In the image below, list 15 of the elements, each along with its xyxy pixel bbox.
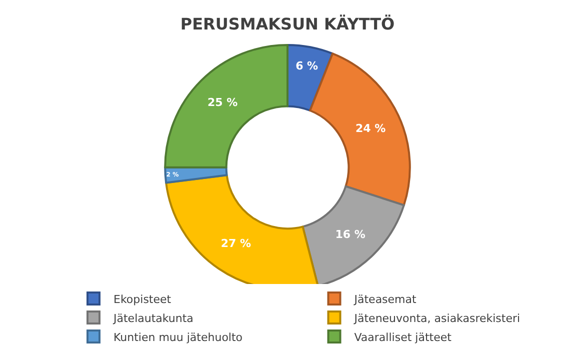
data-label: 16 % — [335, 228, 366, 241]
legend-label: Kuntien muu jätehuolto — [114, 330, 243, 344]
data-label: 25 % — [208, 96, 238, 109]
data-label: 6 % — [296, 60, 318, 73]
donut-slice — [164, 44, 288, 168]
legend-label: Ekopisteet — [114, 292, 172, 306]
legend-label: Vaaralliset jätteet — [354, 330, 452, 344]
chart-title: PERUSMAKSUN KÄYTTÖ — [180, 14, 395, 34]
data-label: 27 % — [220, 236, 251, 250]
legend-label: Jätelautakunta — [112, 312, 194, 325]
donut-slice — [309, 52, 411, 206]
legend-label: Jäteneuvonta, asiakasrekisteri — [353, 312, 520, 325]
legend-label: Jäteasemat — [353, 292, 418, 306]
data-label: 24 % — [355, 122, 386, 135]
donut-slice — [302, 185, 405, 287]
